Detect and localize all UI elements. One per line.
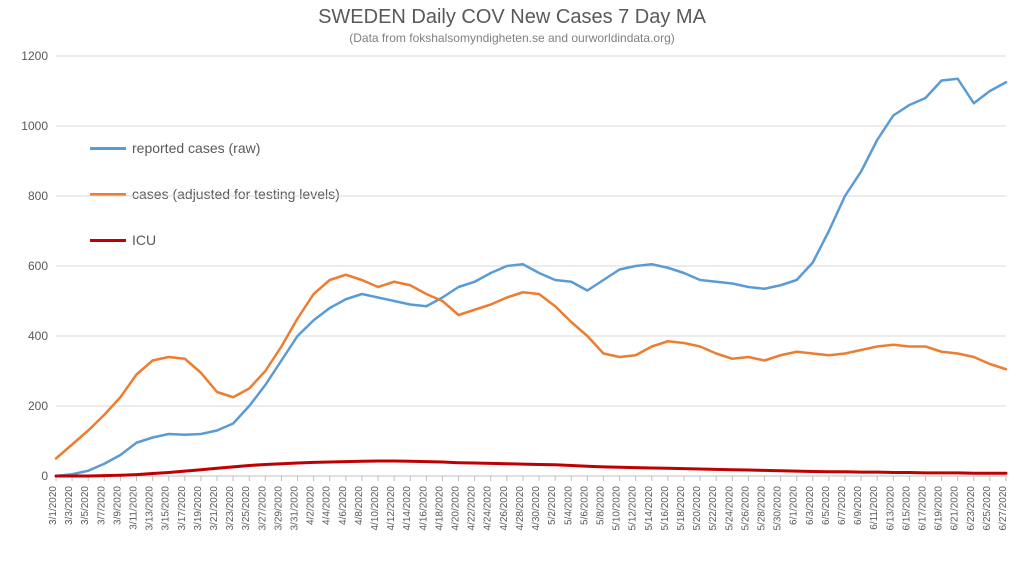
- x-tick-label: 5/14/2020: [644, 486, 655, 531]
- x-tick-label: 3/21/2020: [209, 486, 220, 531]
- x-tick-label: 6/7/2020: [837, 486, 848, 525]
- x-tick-label: 3/15/2020: [161, 486, 172, 531]
- x-tick-label: 4/24/2020: [483, 486, 494, 531]
- x-tick-label: 3/17/2020: [177, 486, 188, 531]
- x-tick-label: 6/17/2020: [917, 486, 928, 531]
- x-tick-label: 6/23/2020: [966, 486, 977, 531]
- y-tick-label: 600: [28, 259, 48, 273]
- x-tick-label: 4/26/2020: [499, 486, 510, 531]
- x-tick-label: 3/3/2020: [64, 486, 75, 525]
- x-tick-label: 4/22/2020: [467, 486, 478, 531]
- x-tick-label: 5/30/2020: [773, 486, 784, 531]
- x-tick-label: 5/10/2020: [612, 486, 623, 531]
- y-tick-label: 0: [41, 469, 48, 483]
- x-tick-label: 6/19/2020: [934, 486, 945, 531]
- x-tick-label: 3/13/2020: [145, 486, 156, 531]
- x-tick-label: 5/24/2020: [724, 486, 735, 531]
- series-line: [56, 79, 1006, 476]
- x-tick-label: 5/8/2020: [595, 486, 606, 525]
- y-tick-label: 1000: [21, 119, 48, 133]
- x-tick-label: 3/11/2020: [129, 486, 140, 530]
- x-tick-label: 6/25/2020: [982, 486, 993, 531]
- x-tick-label: 5/4/2020: [563, 486, 574, 525]
- y-tick-label: 400: [28, 329, 48, 343]
- x-tick-label: 5/22/2020: [708, 486, 719, 531]
- x-tick-label: 4/18/2020: [434, 486, 445, 531]
- x-tick-label: 6/11/2020: [869, 486, 880, 530]
- x-tick-label: 4/6/2020: [338, 486, 349, 525]
- x-tick-label: 5/12/2020: [628, 486, 639, 531]
- x-tick-label: 6/21/2020: [950, 486, 961, 531]
- x-tick-label: 5/18/2020: [676, 486, 687, 531]
- x-tick-label: 4/30/2020: [531, 486, 542, 531]
- x-tick-label: 5/16/2020: [660, 486, 671, 531]
- x-tick-label: 3/1/2020: [48, 486, 59, 525]
- x-tick-label: 6/3/2020: [805, 486, 816, 525]
- x-tick-label: 5/2/2020: [547, 486, 558, 525]
- x-tick-label: 4/14/2020: [402, 486, 413, 531]
- x-tick-label: 6/15/2020: [901, 486, 912, 531]
- series-line: [56, 275, 1006, 459]
- x-tick-label: 4/20/2020: [451, 486, 462, 531]
- x-tick-label: 6/27/2020: [998, 486, 1009, 531]
- x-tick-label: 4/28/2020: [515, 486, 526, 531]
- x-tick-label: 3/5/2020: [80, 486, 91, 525]
- x-tick-label: 3/7/2020: [96, 486, 107, 525]
- x-tick-label: 4/8/2020: [354, 486, 365, 525]
- x-tick-label: 3/27/2020: [257, 486, 268, 531]
- series-line: [56, 461, 1006, 476]
- x-tick-label: 6/1/2020: [789, 486, 800, 525]
- chart-plot: 0 200 400 600 800 1000 1200 3/1/2020 3/3/2020 3/5…: [0, 0, 1024, 561]
- x-tick-label: 3/19/2020: [193, 486, 204, 531]
- x-tick-label: 6/9/2020: [853, 486, 864, 525]
- x-tick-label: 3/23/2020: [225, 486, 236, 531]
- y-tick-label: 200: [28, 399, 48, 413]
- x-tick-label: 4/12/2020: [386, 486, 397, 531]
- x-tick-label: 3/9/2020: [112, 486, 123, 525]
- y-tick-label: 800: [28, 189, 48, 203]
- x-tick-label: 4/4/2020: [322, 486, 333, 525]
- x-tick-label: 3/29/2020: [273, 486, 284, 531]
- y-tick-label: 1200: [21, 49, 48, 63]
- x-tick-label: 5/20/2020: [692, 486, 703, 531]
- x-tick-label: 5/26/2020: [740, 486, 751, 531]
- x-tick-label: 4/16/2020: [418, 486, 429, 531]
- x-tick-label: 4/2/2020: [306, 486, 317, 525]
- x-tick-label: 6/5/2020: [821, 486, 832, 525]
- x-tick-label: 5/28/2020: [756, 486, 767, 531]
- x-tick-label: 5/6/2020: [579, 486, 590, 525]
- x-tick-label: 3/25/2020: [241, 486, 252, 531]
- x-tick-label: 3/31/2020: [290, 486, 301, 531]
- x-tick-label: 6/13/2020: [885, 486, 896, 531]
- x-tick-label: 4/10/2020: [370, 486, 381, 531]
